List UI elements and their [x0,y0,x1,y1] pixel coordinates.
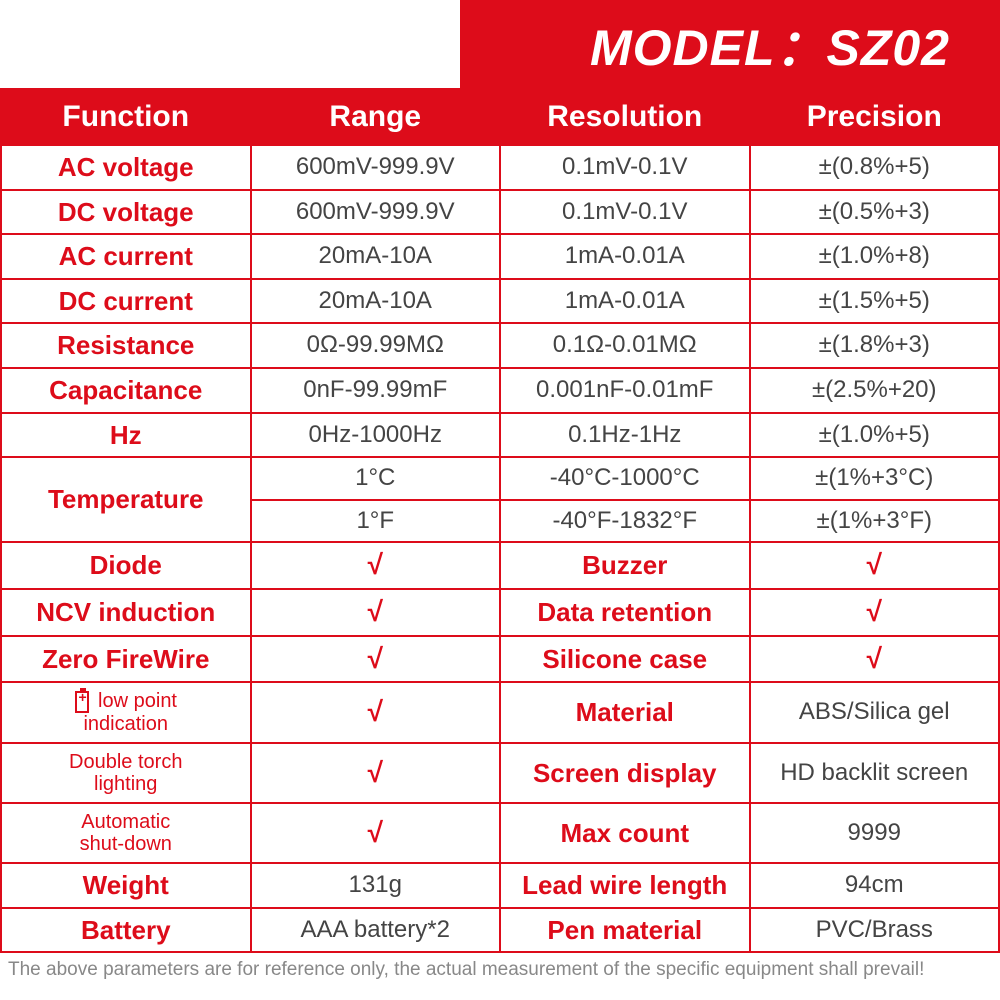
precision-cell: ±(1.8%+3) [750,323,1000,368]
table-row: Hz0Hz-1000Hz0.1Hz-1Hz±(1.0%+5) [1,413,999,458]
function-cell: AC current [1,234,251,279]
feature-label-left: Diode [1,542,251,589]
precision-cell: ±(1.0%+5) [750,413,1000,458]
feature-label-left: Automaticshut-down [1,803,251,863]
function-cell: Capacitance [1,368,251,413]
value-cell: ABS/Silica gel [750,682,1000,743]
precision-cell: ±(1%+3°C) [750,457,1000,499]
table-row: Capacitance0nF-99.99mF0.001nF-0.01mF±(2.… [1,368,999,413]
table-row: DC current20mA-10A1mA-0.01A±(1.5%+5) [1,279,999,324]
value-cell: AAA battery*2 [251,908,501,953]
function-cell: AC voltage [1,145,251,190]
precision-cell: ±(0.8%+5) [750,145,1000,190]
feature-label-right: Screen display [500,743,750,803]
resolution-cell: 0.1Hz-1Hz [500,413,750,458]
checkmark-cell: √ [251,803,501,863]
checkmark-cell: √ [251,636,501,683]
function-cell: Temperature [1,457,251,542]
model-banner: MODEL：SZ02 [460,0,1000,88]
value-cell: 9999 [750,803,1000,863]
feature-label-right: Data retention [500,589,750,636]
header-row: Function Range Resolution Precision [1,89,999,145]
checkmark-cell: √ [251,743,501,803]
resolution-cell: 0.001nF-0.01mF [500,368,750,413]
feature-label-left: Zero FireWire [1,636,251,683]
range-cell: 0nF-99.99mF [251,368,501,413]
header-function: Function [1,89,251,145]
resolution-cell: 0.1mV-0.1V [500,145,750,190]
table-row: Double torchlighting√Screen displayHD ba… [1,743,999,803]
battery-icon [75,691,89,713]
range-cell: 1°F [251,500,501,542]
feature-label-right: Lead wire length [500,863,750,908]
table-row: Resistance0Ω-99.99MΩ0.1Ω-0.01MΩ±(1.8%+3) [1,323,999,368]
resolution-cell: 0.1Ω-0.01MΩ [500,323,750,368]
table-row: DC voltage600mV-999.9V0.1mV-0.1V±(0.5%+3… [1,190,999,235]
resolution-cell: -40°C-1000°C [500,457,750,499]
feature-label-left: Weight [1,863,251,908]
function-cell: DC voltage [1,190,251,235]
feature-label-right: Pen material [500,908,750,953]
header-range: Range [251,89,501,145]
range-cell: 20mA-10A [251,279,501,324]
function-cell: DC current [1,279,251,324]
feature-label-right: Max count [500,803,750,863]
function-cell: Resistance [1,323,251,368]
footnote: The above parameters are for reference o… [0,953,1000,981]
checkmark-cell: √ [251,542,501,589]
precision-cell: ±(2.5%+20) [750,368,1000,413]
table-row: Zero FireWire√Silicone case√ [1,636,999,683]
header-resolution: Resolution [500,89,750,145]
table-row: Weight131gLead wire length94cm [1,863,999,908]
checkmark-cell: √ [750,589,1000,636]
checkmark-cell: √ [750,542,1000,589]
feature-label-left: NCV induction [1,589,251,636]
feature-label-left: Battery [1,908,251,953]
feature-label-right: Buzzer [500,542,750,589]
table-row: Temperature1°C-40°C-1000°C±(1%+3°C) [1,457,999,499]
table-row: AC current20mA-10A1mA-0.01A±(1.0%+8) [1,234,999,279]
table-row: Automaticshut-down√Max count9999 [1,803,999,863]
range-cell: 0Hz-1000Hz [251,413,501,458]
resolution-cell: -40°F-1832°F [500,500,750,542]
range-cell: 600mV-999.9V [251,145,501,190]
range-cell: 1°C [251,457,501,499]
table-row: NCV induction√Data retention√ [1,589,999,636]
precision-cell: ±(1.0%+8) [750,234,1000,279]
range-cell: 20mA-10A [251,234,501,279]
table-row: Diode√Buzzer√ [1,542,999,589]
resolution-cell: 0.1mV-0.1V [500,190,750,235]
table-row: BatteryAAA battery*2Pen materialPVC/Bras… [1,908,999,953]
feature-label-left: Double torchlighting [1,743,251,803]
range-cell: 0Ω-99.99MΩ [251,323,501,368]
feature-label-right: Silicone case [500,636,750,683]
table-row: low pointindication√MaterialABS/Silica g… [1,682,999,743]
table-row: AC voltage600mV-999.9V0.1mV-0.1V±(0.8%+5… [1,145,999,190]
value-cell: HD backlit screen [750,743,1000,803]
checkmark-cell: √ [251,682,501,743]
resolution-cell: 1mA-0.01A [500,234,750,279]
spec-table: Function Range Resolution Precision AC v… [0,88,1000,953]
resolution-cell: 1mA-0.01A [500,279,750,324]
precision-cell: ±(0.5%+3) [750,190,1000,235]
function-cell: Hz [1,413,251,458]
checkmark-cell: √ [750,636,1000,683]
checkmark-cell: √ [251,589,501,636]
value-cell: PVC/Brass [750,908,1000,953]
feature-label-left: low pointindication [1,682,251,743]
precision-cell: ±(1%+3°F) [750,500,1000,542]
value-cell: 131g [251,863,501,908]
feature-label-right: Material [500,682,750,743]
range-cell: 600mV-999.9V [251,190,501,235]
value-cell: 94cm [750,863,1000,908]
header-precision: Precision [750,89,1000,145]
precision-cell: ±(1.5%+5) [750,279,1000,324]
